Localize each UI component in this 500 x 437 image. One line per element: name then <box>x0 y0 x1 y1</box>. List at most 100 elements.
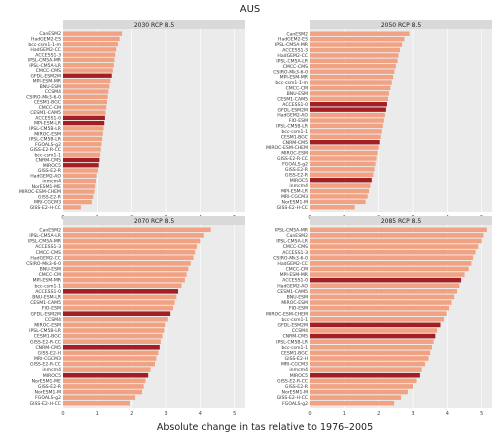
bar <box>63 244 197 249</box>
bar <box>310 129 382 134</box>
bar <box>63 57 115 63</box>
category-label: CNRM-CM5 <box>35 345 61 351</box>
bar <box>63 199 92 205</box>
bar <box>310 183 371 188</box>
bar <box>63 152 101 157</box>
category-label: inmcm4 <box>289 367 308 373</box>
category-label: GISS-E2-R-CC <box>30 147 61 153</box>
category-label: IPSL-CM5A-MR <box>275 227 309 233</box>
category-label: GISS-E2-H <box>38 350 61 356</box>
bar <box>63 147 101 152</box>
bar <box>63 42 118 47</box>
category-label: GISS-E2-H-CC <box>277 395 308 401</box>
bar <box>63 361 156 367</box>
bar <box>63 89 109 94</box>
category-label: CanESM2 <box>39 227 61 233</box>
x-tick-label: 5 <box>233 411 236 417</box>
category-label: FGOALS-g2 <box>282 401 308 407</box>
bar <box>63 238 201 244</box>
category-label: NorESM1-M <box>282 390 308 396</box>
bar <box>63 266 189 272</box>
bar <box>63 73 112 78</box>
category-label: GFDL-ESM2M <box>277 322 308 328</box>
x-tick-label: 1 <box>96 411 99 417</box>
bar <box>310 266 469 272</box>
category-label: MPI-ESM-MR <box>33 79 62 85</box>
x-tick-label: 0 <box>61 411 64 417</box>
category-label: HadGEM2-AO <box>277 283 308 289</box>
bar <box>310 107 386 112</box>
category-label: GISS-E2-R <box>285 167 309 173</box>
bar <box>310 53 399 58</box>
x-tick-label: 4 <box>446 411 449 417</box>
category-label: MPI-ESM-LR <box>34 121 62 127</box>
category-label: GISS-E2-R-CC <box>30 339 61 345</box>
bar <box>63 36 120 42</box>
bar <box>310 167 375 172</box>
category-label: MIROC5 <box>290 178 308 184</box>
category-label: CESM1-BGC <box>34 334 61 340</box>
category-label: GISS-E2-R <box>285 172 309 178</box>
bar <box>310 238 482 244</box>
category-label: IPSL-CM5A-MR <box>28 239 62 245</box>
category-label: CCSM4 <box>45 89 61 95</box>
category-label: IPSL-CM5A-LR <box>29 233 62 239</box>
panel-title: 2050 RCP 8.5 <box>381 22 421 29</box>
bar <box>63 400 130 406</box>
category-label: MIROC5 <box>43 163 61 169</box>
bar <box>310 378 417 384</box>
bar <box>310 172 374 177</box>
bar <box>310 244 479 249</box>
bar <box>63 105 107 110</box>
bar <box>63 194 94 199</box>
category-label: HadGEM2-AO <box>30 173 61 179</box>
category-label: CMCC-CM <box>39 105 61 111</box>
bar <box>310 74 394 80</box>
x-tick-label: 2 <box>377 411 380 417</box>
bar <box>63 78 111 84</box>
category-label: GISS-E2-R <box>285 384 309 390</box>
category-label: GFDL-ESM2M <box>30 311 61 317</box>
bar <box>63 372 149 378</box>
category-label: MIROC-ESM <box>281 151 308 157</box>
category-label: CSIRO-Mk3-6-0 <box>273 255 308 261</box>
bar <box>310 134 381 139</box>
category-label: inmcm4 <box>42 179 61 185</box>
bar <box>310 339 434 344</box>
category-label: CMCC-CM <box>39 272 61 278</box>
bar <box>310 294 455 300</box>
bar <box>63 168 99 173</box>
bar <box>310 156 377 161</box>
category-label: BNU-ESM <box>287 91 308 97</box>
bar <box>310 311 447 316</box>
category-label: GISS-E2-R-CC <box>277 378 308 384</box>
category-label: HadGEM2-ES <box>31 36 61 42</box>
bar <box>63 305 173 311</box>
bar <box>310 283 460 289</box>
bar <box>310 123 383 129</box>
category-label: bcc-csm1-1-m <box>28 42 61 48</box>
category-label: bcc-csm1-1 <box>281 317 308 323</box>
bar <box>63 378 146 384</box>
bar <box>310 188 370 194</box>
bar <box>310 91 389 96</box>
category-label: IPSL-CM5A-LR <box>276 58 309 64</box>
bar <box>310 47 400 53</box>
x-tick-label: 3 <box>411 411 414 417</box>
bar <box>310 194 368 199</box>
bar <box>310 31 410 36</box>
bar <box>310 356 429 361</box>
category-label: ACCESS1-3 <box>35 244 61 250</box>
bar <box>63 120 105 126</box>
category-label: GISS-E2-H <box>285 356 308 362</box>
x-tick-label: 1 <box>343 411 346 417</box>
bar <box>310 205 355 210</box>
category-label: inmcm4 <box>289 183 308 189</box>
bar <box>310 102 387 107</box>
category-label: bcc-csm1-1 <box>34 152 61 158</box>
bar <box>63 94 108 99</box>
category-label: MPI-ESM-LR <box>281 189 309 195</box>
x-tick-label: 4 <box>199 411 202 417</box>
bar <box>63 294 177 300</box>
bar <box>63 339 161 344</box>
